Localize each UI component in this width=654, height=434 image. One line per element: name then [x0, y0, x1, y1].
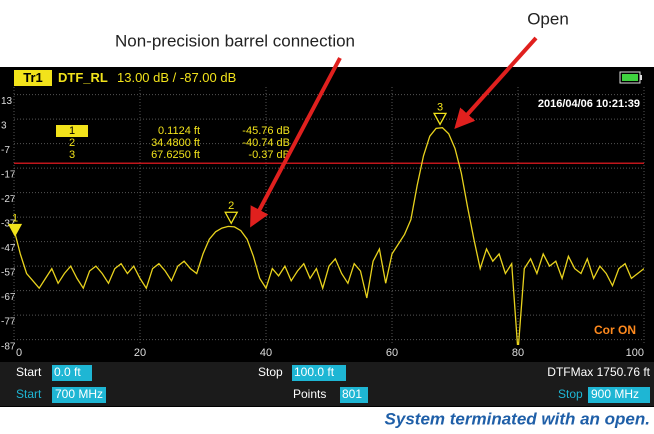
marker-number: 2 [69, 137, 75, 149]
value-box [340, 387, 368, 403]
trace-badge [14, 70, 52, 86]
footer-label: Points [293, 387, 326, 401]
marker-triangle [432, 112, 448, 126]
battery-level [622, 74, 638, 81]
value-box [292, 365, 346, 381]
y-tick-label: -57 [1, 268, 16, 279]
annotation: Non-precision barrel connection [115, 31, 355, 50]
marker-triangle [7, 223, 23, 237]
trace-name: Tr1 [23, 70, 43, 85]
y-tick-label: -17 [1, 170, 16, 181]
value-box [588, 387, 650, 403]
x-tick-label: 0 [16, 347, 22, 359]
marker-number: 3 [69, 149, 75, 161]
footer-value: 100.0 ft [294, 365, 335, 379]
footer-label: Start [16, 365, 42, 379]
arrow [250, 57, 342, 228]
marker-triangle [224, 211, 239, 225]
arrow [454, 36, 538, 129]
footer-value: 900 MHz [591, 387, 639, 401]
footer-value: DTFMax 1750.76 ft [547, 365, 650, 379]
marker-value: -45.76 dB [242, 125, 290, 137]
status: Cor ON [594, 323, 636, 337]
x-tick-label: 100 [626, 347, 644, 359]
x-tick-label: 80 [512, 347, 524, 359]
marker-number: 1 [69, 125, 75, 137]
marker-label: 2 [228, 200, 234, 212]
y-tick-label: 13 [1, 96, 13, 107]
footer-value: 700 MHz [55, 387, 103, 401]
y-tick-label: -87 [1, 341, 16, 352]
x-tick-label: 60 [386, 347, 398, 359]
footer-label: Stop [258, 365, 283, 379]
marker-value: -40.74 dB [242, 137, 290, 149]
annotation: Open [527, 9, 569, 28]
marker-label: 1 [12, 212, 18, 224]
x-tick-label: 40 [260, 347, 272, 359]
y-tick-label: -7 [1, 145, 10, 156]
x-tick-label: 20 [134, 347, 146, 359]
value-box [52, 387, 106, 403]
caption: System terminated with an open. [385, 409, 650, 428]
y-tick-label: -47 [1, 243, 16, 254]
marker-value: -0.37 dB [248, 149, 290, 161]
footer-value: 0.0 ft [54, 365, 81, 379]
y-tick-label: -77 [1, 317, 16, 328]
footer-value: 801 [342, 387, 362, 401]
footer-label: Stop [558, 387, 583, 401]
scale: 13.00 dB / -87.00 dB [117, 70, 236, 85]
value-box [52, 365, 92, 381]
timestamp: 2016/04/06 10:21:39 [538, 98, 640, 110]
y-tick-label: 3 [1, 121, 7, 132]
y-tick-label: -67 [1, 292, 16, 303]
measurement: DTF_RL [58, 70, 108, 85]
marker-x: 67.6250 ft [151, 149, 200, 161]
y-tick-label: -27 [1, 194, 16, 205]
screen [0, 67, 654, 407]
marker-label: 3 [437, 101, 443, 113]
battery-tip [640, 75, 642, 80]
marker-x: 34.4800 ft [151, 137, 200, 149]
marker-highlight [56, 125, 88, 137]
footer-label: Start [16, 387, 42, 401]
marker-x: 0.1124 ft [158, 125, 200, 137]
trace [13, 127, 644, 345]
